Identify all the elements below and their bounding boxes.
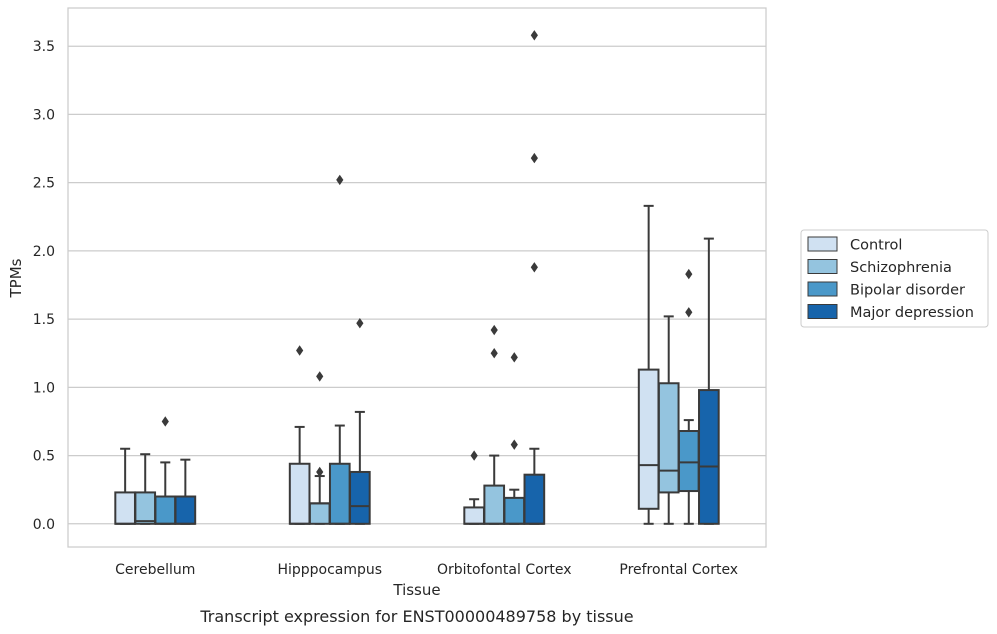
x-tick-label-cerebellum: Cerebellum (115, 562, 195, 578)
box-body (349, 470, 371, 525)
y-tick-label: 0.0 (33, 517, 55, 533)
box-body (503, 496, 526, 525)
legend-swatch-control (807, 236, 838, 252)
outlier-point (490, 324, 498, 336)
outlier-point (490, 348, 498, 359)
box-control-orbitofontal-cortex (463, 450, 485, 525)
box-body (677, 430, 700, 493)
box-body (483, 484, 506, 525)
box-control-prefrontal-cortex (637, 204, 660, 525)
box-schizophrenia-cerebellum (134, 453, 157, 525)
outlier-point (161, 416, 169, 427)
outlier-point (510, 439, 518, 450)
legend-frame (800, 229, 989, 328)
outlier-point (316, 371, 324, 382)
legend-items: Control Schizophrenia Bipolar disorder Majo… (807, 236, 974, 321)
legend: Control Schizophrenia Bipolar disorder Majo… (800, 229, 989, 328)
box-body (523, 473, 546, 525)
x-tick-label-hipppocampus: Hipppocampus (277, 562, 382, 578)
box-major-depression-hipppocampus (349, 318, 371, 525)
legend-label-major-depression: Major depression (850, 305, 974, 321)
y-axis-label: TPMs (7, 258, 25, 298)
outlier-point (296, 345, 304, 356)
box-body (328, 462, 351, 525)
box-body (657, 382, 680, 494)
box-major-depression-orbitofontal-cortex (523, 30, 546, 525)
y-tick-label: 3.0 (33, 107, 55, 123)
box-control-hipppocampus (288, 345, 311, 525)
outlier-point (510, 352, 518, 363)
box-control-cerebellum (114, 447, 136, 525)
box-body (463, 506, 485, 525)
outlier-point (470, 450, 478, 461)
box-major-depression-cerebellum (174, 458, 197, 525)
outlier-point (685, 268, 693, 280)
chart-caption: Transcript expression for ENST0000048975… (199, 607, 633, 626)
y-tick-label: 2.5 (33, 176, 55, 192)
plot-area (114, 30, 720, 525)
outlier-point (356, 318, 364, 329)
box-body (174, 495, 197, 525)
legend-label-bipolar-disorder: Bipolar disorder (850, 283, 965, 299)
box-body (698, 389, 720, 525)
box-body (288, 462, 311, 525)
legend-swatch-major-depression (807, 304, 838, 319)
outlier-point (316, 466, 324, 478)
x-tick-label-orbitofontal-cortex: Orbitofontal Cortex (437, 562, 572, 578)
legend-label-schizophrenia: Schizophrenia (850, 260, 952, 276)
box-body (114, 491, 136, 525)
outlier-point (530, 30, 538, 41)
y-tick-label: 2.0 (33, 244, 55, 260)
box-body (308, 502, 331, 525)
y-tick-label: 3.5 (33, 39, 55, 55)
outlier-point (336, 174, 344, 186)
y-tick-label: 1.5 (33, 312, 55, 328)
box-major-depression-prefrontal-cortex (698, 237, 720, 525)
legend-label-control: Control (850, 238, 902, 254)
y-tick-label: 1.0 (33, 380, 55, 396)
box-schizophrenia-hipppocampus (308, 371, 331, 525)
box-body (154, 495, 177, 525)
plot-frame (67, 7, 767, 548)
outlier-point (685, 307, 693, 318)
y-axis-ticks: 0.0 0.5 1.0 1.5 2.0 2.5 3.0 3.5 (33, 39, 55, 533)
y-tick-label: 0.5 (33, 449, 55, 465)
x-axis-ticks: Cerebellum Hipppocampus Orbitofontal Corte… (115, 562, 738, 578)
x-axis-label: Tissue (392, 581, 440, 599)
box-body (134, 491, 157, 525)
box-schizophrenia-orbitofontal-cortex (483, 324, 506, 525)
legend-swatch-schizophrenia (807, 259, 838, 274)
legend-swatch-bipolar-disorder (807, 281, 838, 297)
outlier-point (530, 152, 538, 164)
x-tick-label-prefrontal-cortex: Prefrontal Cortex (619, 562, 738, 578)
outlier-point (530, 262, 538, 273)
box-body (637, 368, 660, 510)
